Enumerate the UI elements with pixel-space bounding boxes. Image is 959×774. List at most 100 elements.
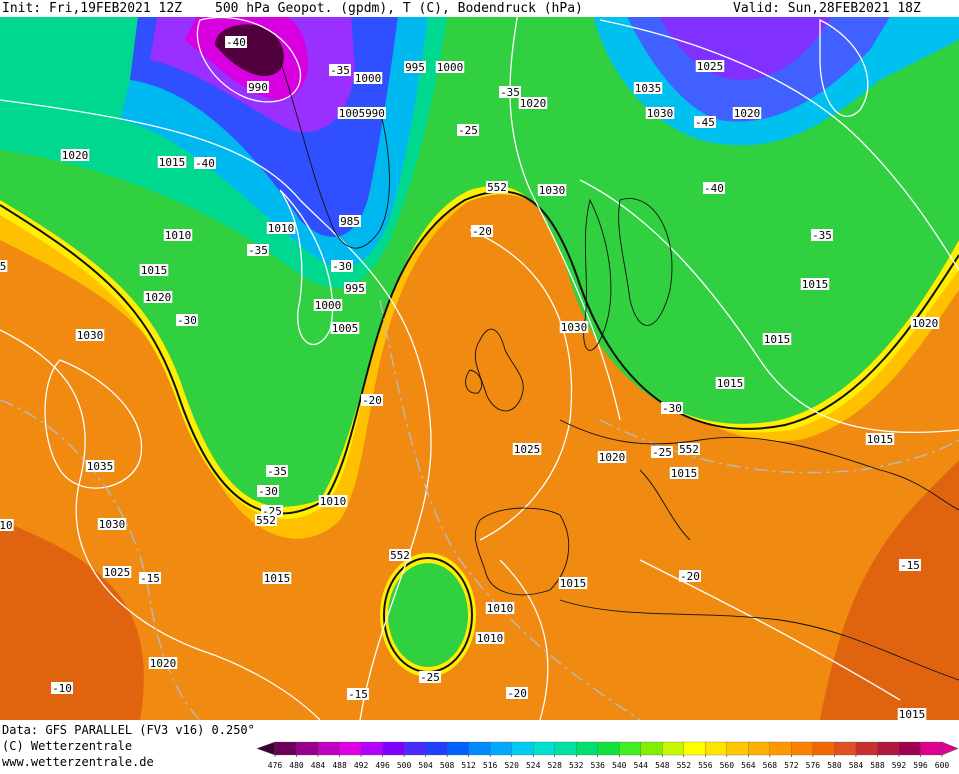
map-label: -20 (361, 394, 383, 407)
map-label-box (139, 264, 169, 276)
map-label: -35 (329, 64, 351, 77)
map-label-text: -25 (420, 671, 440, 684)
map-label-text: 1010 (487, 602, 514, 615)
map-label-text: -20 (507, 687, 527, 700)
colorbar-tick-label: 488 (332, 761, 347, 770)
map-label-box (347, 688, 369, 700)
colorbar-tick-label: 556 (698, 761, 713, 770)
colorbar-tick-label: 492 (354, 761, 369, 770)
map-label-box (518, 97, 548, 109)
colorbar-tick-label: 504 (418, 761, 433, 770)
map-label-box (225, 36, 247, 48)
colorbar-swatch (511, 741, 534, 756)
map-label-text: 10 (0, 519, 13, 532)
map-label-text: 1000 (437, 61, 464, 74)
map-label-box (435, 61, 465, 73)
colorbar-swatch (597, 741, 620, 756)
map-label-text: 1025 (514, 443, 541, 456)
colorbar-swatch (382, 741, 405, 756)
map-label-text: 1015 (560, 577, 587, 590)
map-label-text: 1000 (315, 299, 342, 312)
colorbar-swatch (425, 741, 448, 756)
map-label: -30 (176, 314, 198, 327)
colorbar-swatch (898, 741, 922, 756)
colorbar-tick-label: 536 (591, 761, 606, 770)
map-label-box (329, 64, 351, 76)
map-label-box (475, 632, 505, 644)
colorbar-swatch (791, 741, 814, 756)
map-label-text: 1030 (539, 184, 566, 197)
map-label-box (255, 514, 277, 526)
map-label-text: 1035 (87, 460, 114, 473)
map-label: 1015 (262, 572, 292, 585)
colorbar-swatch (403, 741, 427, 756)
map-label: -30 (331, 260, 353, 273)
map-label-text: -30 (258, 485, 278, 498)
colorbar-swatch (468, 741, 491, 756)
map-label-box (339, 215, 361, 227)
map-label: 1025 (512, 443, 542, 456)
map-label-box (0, 519, 14, 531)
field-cutoff-green (388, 563, 468, 667)
map-label: 990 (247, 81, 269, 94)
map-label: -35 (266, 465, 288, 478)
map-label-text: 1015 (159, 156, 186, 169)
map-label: 1010 (266, 222, 296, 235)
map-label-text: 552 (256, 514, 276, 527)
colorbar-swatch (705, 741, 728, 756)
map-label-box (389, 549, 411, 561)
map-label: -30 (661, 402, 683, 415)
map-label-box (157, 156, 187, 168)
map-label-text: 1020 (520, 97, 547, 110)
map-label: 1000 (353, 72, 383, 85)
map-label: 1020 (148, 657, 178, 670)
map-label-text: -20 (362, 394, 382, 407)
map-label: 995 (404, 61, 426, 74)
map-label: -35 (811, 229, 833, 242)
map-label: 1015 (897, 708, 927, 721)
map-label: -15 (899, 559, 921, 572)
map-label-text: 1020 (145, 291, 172, 304)
map-label: 1010 (163, 229, 193, 242)
map-label: 1015 (157, 156, 187, 169)
map-label: 10 (0, 519, 14, 532)
map-label-text: 1005 (332, 322, 359, 335)
map-label-text: 1020 (62, 149, 89, 162)
map-label-box (404, 61, 426, 73)
map-label-text: 552 (679, 443, 699, 456)
map-label: 1030 (559, 321, 589, 334)
colorbar: 476 480 484 488 492 496 500 504 508 512 516 520 524 5… (256, 741, 959, 770)
colorbar-tick-label: 484 (311, 761, 326, 770)
map-label-box (597, 451, 627, 463)
colorbar-tick-label: 508 (440, 761, 455, 770)
colorbar-swatch (576, 741, 599, 756)
map-label-box (471, 225, 493, 237)
map-label-text: 1010 (165, 229, 192, 242)
map-label-box (695, 60, 725, 72)
colorbar-tick-label: 500 (397, 761, 412, 770)
map-label-text: 990 (248, 81, 268, 94)
map-label-box (361, 394, 383, 406)
map-label-text: 552 (390, 549, 410, 562)
map-label-text: -15 (140, 572, 160, 585)
map-label-box (247, 81, 269, 93)
map-label-box (163, 229, 193, 241)
colorbar-swatch (662, 741, 685, 756)
map-label-text: 1035 (635, 82, 662, 95)
map-label-text: 1025 (104, 566, 131, 579)
map-label-text: 1015 (717, 377, 744, 390)
colorbar-swatch (619, 741, 642, 756)
map-label: 1020 (597, 451, 627, 464)
map-label-box (715, 377, 745, 389)
map-label: -45 (694, 116, 716, 129)
colorbar-swatch (769, 741, 793, 756)
map-label: 5 (0, 260, 8, 273)
map-label: 1030 (97, 518, 127, 531)
map-label-text: -35 (330, 64, 350, 77)
map-label-box (85, 460, 115, 472)
map-label: 995 (344, 282, 366, 295)
map-label: 1035 (633, 82, 663, 95)
map-label-box (694, 116, 716, 128)
colorbar-tick-label: 584 (849, 761, 864, 770)
map-label-box (800, 278, 830, 290)
